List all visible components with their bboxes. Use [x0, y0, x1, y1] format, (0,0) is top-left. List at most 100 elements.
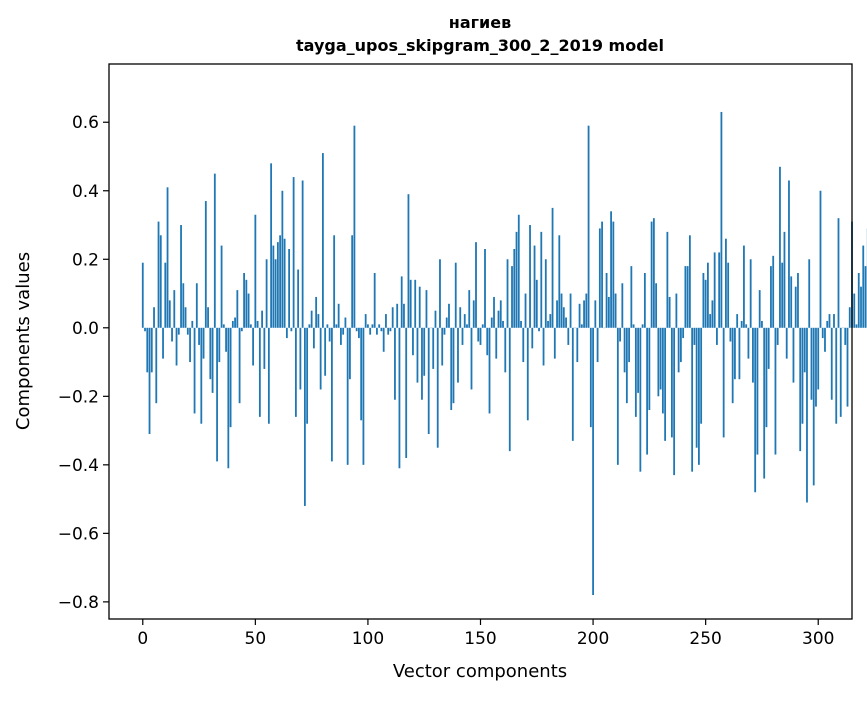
bar-99 — [365, 314, 367, 328]
bar-299 — [815, 328, 817, 407]
bar-78 — [317, 314, 319, 328]
bar-268 — [745, 324, 747, 327]
bar-82 — [327, 324, 329, 327]
bar-85 — [333, 235, 335, 327]
bar-152 — [484, 249, 486, 328]
bar-9 — [162, 328, 164, 359]
bar-87 — [338, 304, 340, 328]
bar-295 — [806, 328, 808, 503]
bar-30 — [209, 328, 211, 379]
bar-187 — [563, 307, 565, 328]
bar-171 — [527, 328, 529, 421]
bar-64 — [286, 328, 288, 338]
bar-231 — [662, 328, 664, 414]
bar-265 — [739, 328, 741, 379]
x-tick-label: 0 — [137, 629, 148, 649]
bar-27 — [203, 328, 205, 359]
bar-124 — [421, 328, 423, 400]
bar-157 — [495, 328, 497, 359]
bar-5 — [153, 307, 155, 328]
bar-320 — [862, 246, 864, 328]
bar-288 — [790, 276, 792, 327]
bar-28 — [205, 201, 207, 328]
bar-249 — [703, 273, 705, 328]
bar-137 — [450, 328, 452, 410]
bar-173 — [531, 328, 533, 349]
y-tick-label: −0.8 — [58, 593, 99, 613]
bar-183 — [554, 328, 556, 359]
bar-218 — [633, 324, 635, 327]
bar-11 — [167, 187, 169, 327]
bar-100 — [367, 324, 369, 327]
bar-290 — [795, 287, 797, 328]
bar-242 — [687, 266, 689, 328]
bar-79 — [320, 328, 322, 390]
bar-278 — [768, 328, 770, 369]
bar-302 — [822, 328, 824, 338]
bar-121 — [414, 280, 416, 328]
bar-284 — [781, 263, 783, 328]
bar-241 — [684, 266, 686, 328]
bar-58 — [272, 246, 274, 328]
bar-68 — [295, 328, 297, 417]
bar-50 — [254, 215, 256, 328]
bar-215 — [626, 328, 628, 403]
bar-95 — [356, 328, 358, 331]
bar-285 — [784, 232, 786, 328]
bar-149 — [477, 328, 479, 342]
x-tick-label: 100 — [352, 629, 384, 649]
bar-178 — [543, 328, 545, 366]
chart-title: нагиев — [449, 13, 511, 32]
bar-72 — [304, 328, 306, 506]
bar-259 — [725, 239, 727, 328]
bar-207 — [608, 297, 610, 328]
bar-38 — [227, 328, 229, 468]
bar-143 — [464, 314, 466, 328]
bar-83 — [329, 328, 331, 342]
bar-46 — [245, 280, 247, 328]
bar-90 — [345, 318, 347, 328]
bar-209 — [612, 222, 614, 328]
bar-73 — [306, 328, 308, 424]
bar-56 — [268, 328, 270, 424]
bar-237 — [675, 294, 677, 328]
bar-53 — [261, 311, 263, 328]
bar-222 — [642, 324, 644, 327]
bar-221 — [639, 328, 641, 472]
x-axis-label: Vector components — [393, 661, 567, 682]
bar-88 — [340, 328, 342, 345]
bar-19 — [185, 307, 187, 328]
bar-145 — [468, 290, 470, 328]
bar-228 — [655, 283, 657, 328]
bar-184 — [556, 300, 558, 327]
bar-318 — [858, 273, 860, 328]
bar-179 — [545, 259, 547, 328]
bar-191 — [572, 328, 574, 441]
bar-108 — [385, 314, 387, 328]
bar-258 — [723, 328, 725, 438]
bar-296 — [808, 259, 810, 328]
bar-275 — [761, 321, 763, 328]
bar-229 — [657, 328, 659, 397]
bar-182 — [552, 208, 554, 328]
bar-115 — [401, 276, 403, 327]
bar-190 — [570, 294, 572, 328]
bar-246 — [696, 328, 698, 448]
bar-314 — [849, 307, 851, 328]
bar-208 — [610, 211, 612, 327]
bar-319 — [860, 287, 862, 328]
bar-39 — [230, 328, 232, 427]
bar-119 — [410, 280, 412, 328]
bar-298 — [813, 328, 815, 486]
y-tick-label: 0.2 — [72, 250, 99, 270]
bar-256 — [718, 252, 720, 327]
bar-59 — [275, 259, 277, 328]
bar-8 — [160, 235, 162, 327]
y-tick-label: 0.0 — [72, 319, 99, 339]
bar-233 — [666, 232, 668, 328]
bar-1 — [144, 328, 146, 331]
bar-227 — [653, 218, 655, 328]
bar-55 — [266, 259, 268, 328]
bar-232 — [664, 328, 666, 441]
bar-98 — [363, 328, 365, 465]
